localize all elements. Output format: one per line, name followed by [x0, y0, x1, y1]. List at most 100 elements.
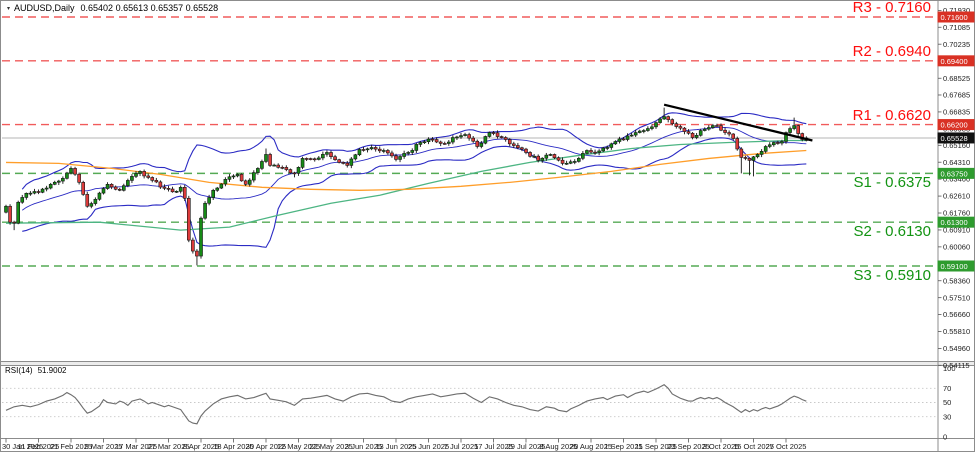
candle-body	[44, 187, 49, 190]
candle-body	[377, 148, 382, 152]
candle-body	[487, 132, 492, 137]
candle-body	[77, 173, 81, 183]
price-chart-area[interactable]	[2, 9, 936, 360]
price-tick-label: 0.62610	[943, 192, 970, 201]
candle-body	[89, 203, 94, 207]
candle-body	[548, 154, 553, 156]
candle-body	[36, 191, 41, 193]
date-label: 17 Jul 2025	[474, 442, 513, 451]
price-tick-label: 0.58360	[943, 276, 970, 285]
candle-body	[357, 149, 362, 156]
date-label: 15 Oct 2025	[733, 442, 774, 451]
candle-body	[247, 179, 252, 185]
candle-body	[670, 119, 675, 124]
candle-body	[349, 158, 354, 166]
candle-body	[341, 162, 345, 164]
candle-body	[61, 178, 65, 182]
candle-body	[57, 180, 61, 183]
price-box-resistance	[937, 11, 975, 23]
price-box-value: 0.61300	[941, 218, 968, 227]
candle-body	[455, 136, 459, 139]
candle-body	[564, 162, 569, 165]
level-label-R1: R1 - 0.6620	[852, 106, 931, 124]
date-label: 1 Sep 2025	[604, 442, 642, 451]
date-label: 11 Sep 2025	[635, 442, 677, 451]
price-box-resistance	[937, 119, 975, 131]
candle-body	[690, 132, 695, 138]
candle-body	[40, 188, 45, 193]
candle-body	[288, 169, 293, 174]
price-tick-label: 0.63460	[943, 175, 970, 184]
candle-body	[81, 182, 85, 195]
price-scale[interactable]	[938, 0, 975, 452]
candle-body	[97, 192, 102, 200]
candle-body	[800, 133, 805, 140]
candle-body	[702, 128, 707, 131]
candle-body	[674, 123, 679, 127]
date-label: 13 Jun 2025	[375, 442, 416, 451]
candle-body	[333, 156, 337, 161]
level-label-S1: S1 - 0.6375	[853, 174, 931, 192]
candle-body	[211, 190, 215, 198]
candle-body	[467, 134, 471, 139]
candle-body	[256, 168, 260, 173]
candle-body	[459, 135, 463, 138]
descending-trendline	[663, 103, 813, 142]
candle-body	[219, 183, 224, 189]
candle-body	[483, 136, 488, 144]
date-label: 25 Jun 2025	[408, 442, 449, 451]
date-label: 12 May 2025	[277, 442, 320, 451]
candle-body	[540, 157, 545, 161]
bollinger-lower-band	[22, 137, 807, 248]
candle-body	[650, 126, 654, 129]
candle-body	[28, 192, 33, 195]
candle-body	[430, 138, 435, 141]
candle-body	[304, 158, 309, 160]
price-tick-label: 0.61760	[943, 209, 970, 218]
rsi-panel-area[interactable]	[2, 366, 936, 437]
price-tick-label: 0.65160	[943, 141, 970, 150]
price-tick-label: 0.66835	[943, 108, 970, 117]
candle-body	[48, 184, 53, 189]
candle-body	[711, 125, 715, 128]
candle-body	[772, 142, 776, 146]
candle-body	[109, 184, 114, 188]
panel-resize-divider[interactable]	[0, 360, 975, 367]
candle-body	[715, 125, 719, 127]
level-label-S3: S3 - 0.5910	[853, 267, 931, 284]
price-box-value: 0.71600	[941, 13, 968, 22]
candle-body	[512, 143, 516, 146]
candle-body	[642, 130, 646, 132]
date-label: 29 Jul 2025	[507, 442, 546, 451]
date-label: 30 Jan 2025	[2, 442, 43, 451]
candle-body	[93, 198, 98, 204]
price-box-support	[937, 260, 975, 272]
rsi-scale-label: 30	[943, 412, 951, 421]
rsi-value: 51.9002	[37, 366, 67, 375]
date-label: 27 Oct 2025	[766, 442, 807, 451]
date-label: 21 Feb 2025	[50, 442, 92, 451]
candle-body	[325, 152, 329, 155]
candle-body	[105, 184, 110, 189]
level-label-S2: S2 - 0.6130	[853, 223, 931, 241]
candle-body	[686, 131, 691, 134]
candle-body	[394, 155, 398, 160]
candle-body	[32, 191, 37, 194]
candle-body	[252, 172, 256, 181]
candle-body	[382, 150, 386, 152]
candle-body	[146, 175, 150, 178]
candle-body	[284, 167, 289, 170]
candle-body	[528, 152, 532, 157]
candle-body	[552, 154, 557, 158]
candle-body	[414, 144, 419, 151]
date-label: 30 Apr 2025	[246, 442, 286, 451]
rsi-scale-label: 50	[943, 398, 951, 407]
price-box-value: 0.59100	[941, 262, 968, 271]
candle-body	[495, 132, 500, 137]
time-scale[interactable]	[0, 439, 936, 452]
candle-body	[162, 186, 167, 189]
candle-body	[223, 179, 228, 185]
candle-body	[260, 161, 264, 169]
candle-body	[402, 153, 406, 157]
